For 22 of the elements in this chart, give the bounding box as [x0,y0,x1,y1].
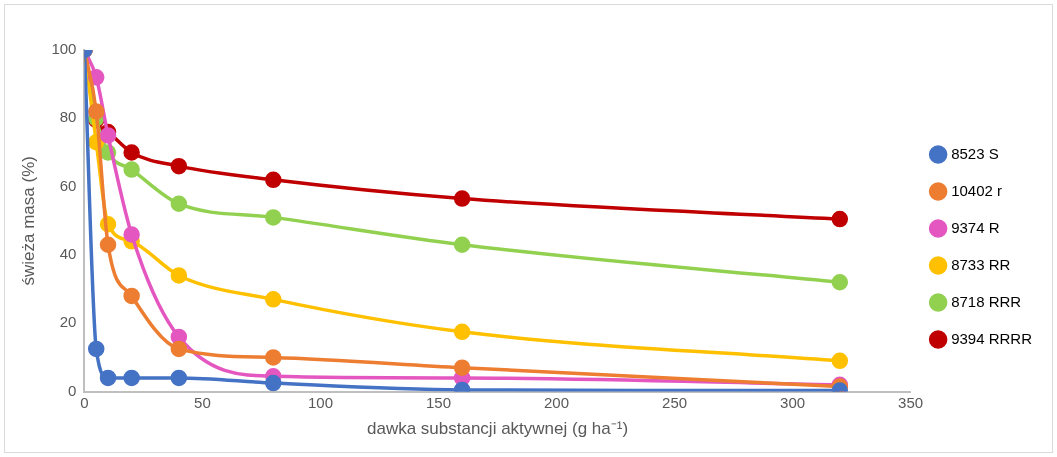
y-tick-label: 100 [51,40,77,58]
y-tick-label: 40 [59,245,77,263]
x-tick-label: 250 [662,393,688,411]
legend-label: 9374 R [951,218,1000,236]
legend-label: 8523 S [951,144,999,162]
legend-label: 10402 r [951,181,1003,199]
y-tick-label: 80 [59,108,77,126]
x-tick-label: 200 [544,393,570,411]
x-tick-label: 100 [307,393,333,411]
x-tick-label: 50 [194,393,211,411]
legend-label: 8718 RRR [951,292,1022,310]
y-tick-label: 20 [59,313,77,331]
y-tick-label: 0 [68,381,77,399]
y-axis-title: świeża masa (%) [18,156,38,286]
legend-label: 8733 RR [951,255,1011,273]
x-tick-label: 0 [80,393,89,411]
x-tick-label: 350 [898,393,924,411]
y-tick-label: 60 [59,176,77,194]
x-axis-title: dawka substancji aktywnej (g ha⁻¹) [366,419,629,439]
legend-label: 9394 RRRR [951,329,1033,347]
x-tick-label: 300 [780,393,806,411]
x-tick-label: 150 [426,393,452,411]
